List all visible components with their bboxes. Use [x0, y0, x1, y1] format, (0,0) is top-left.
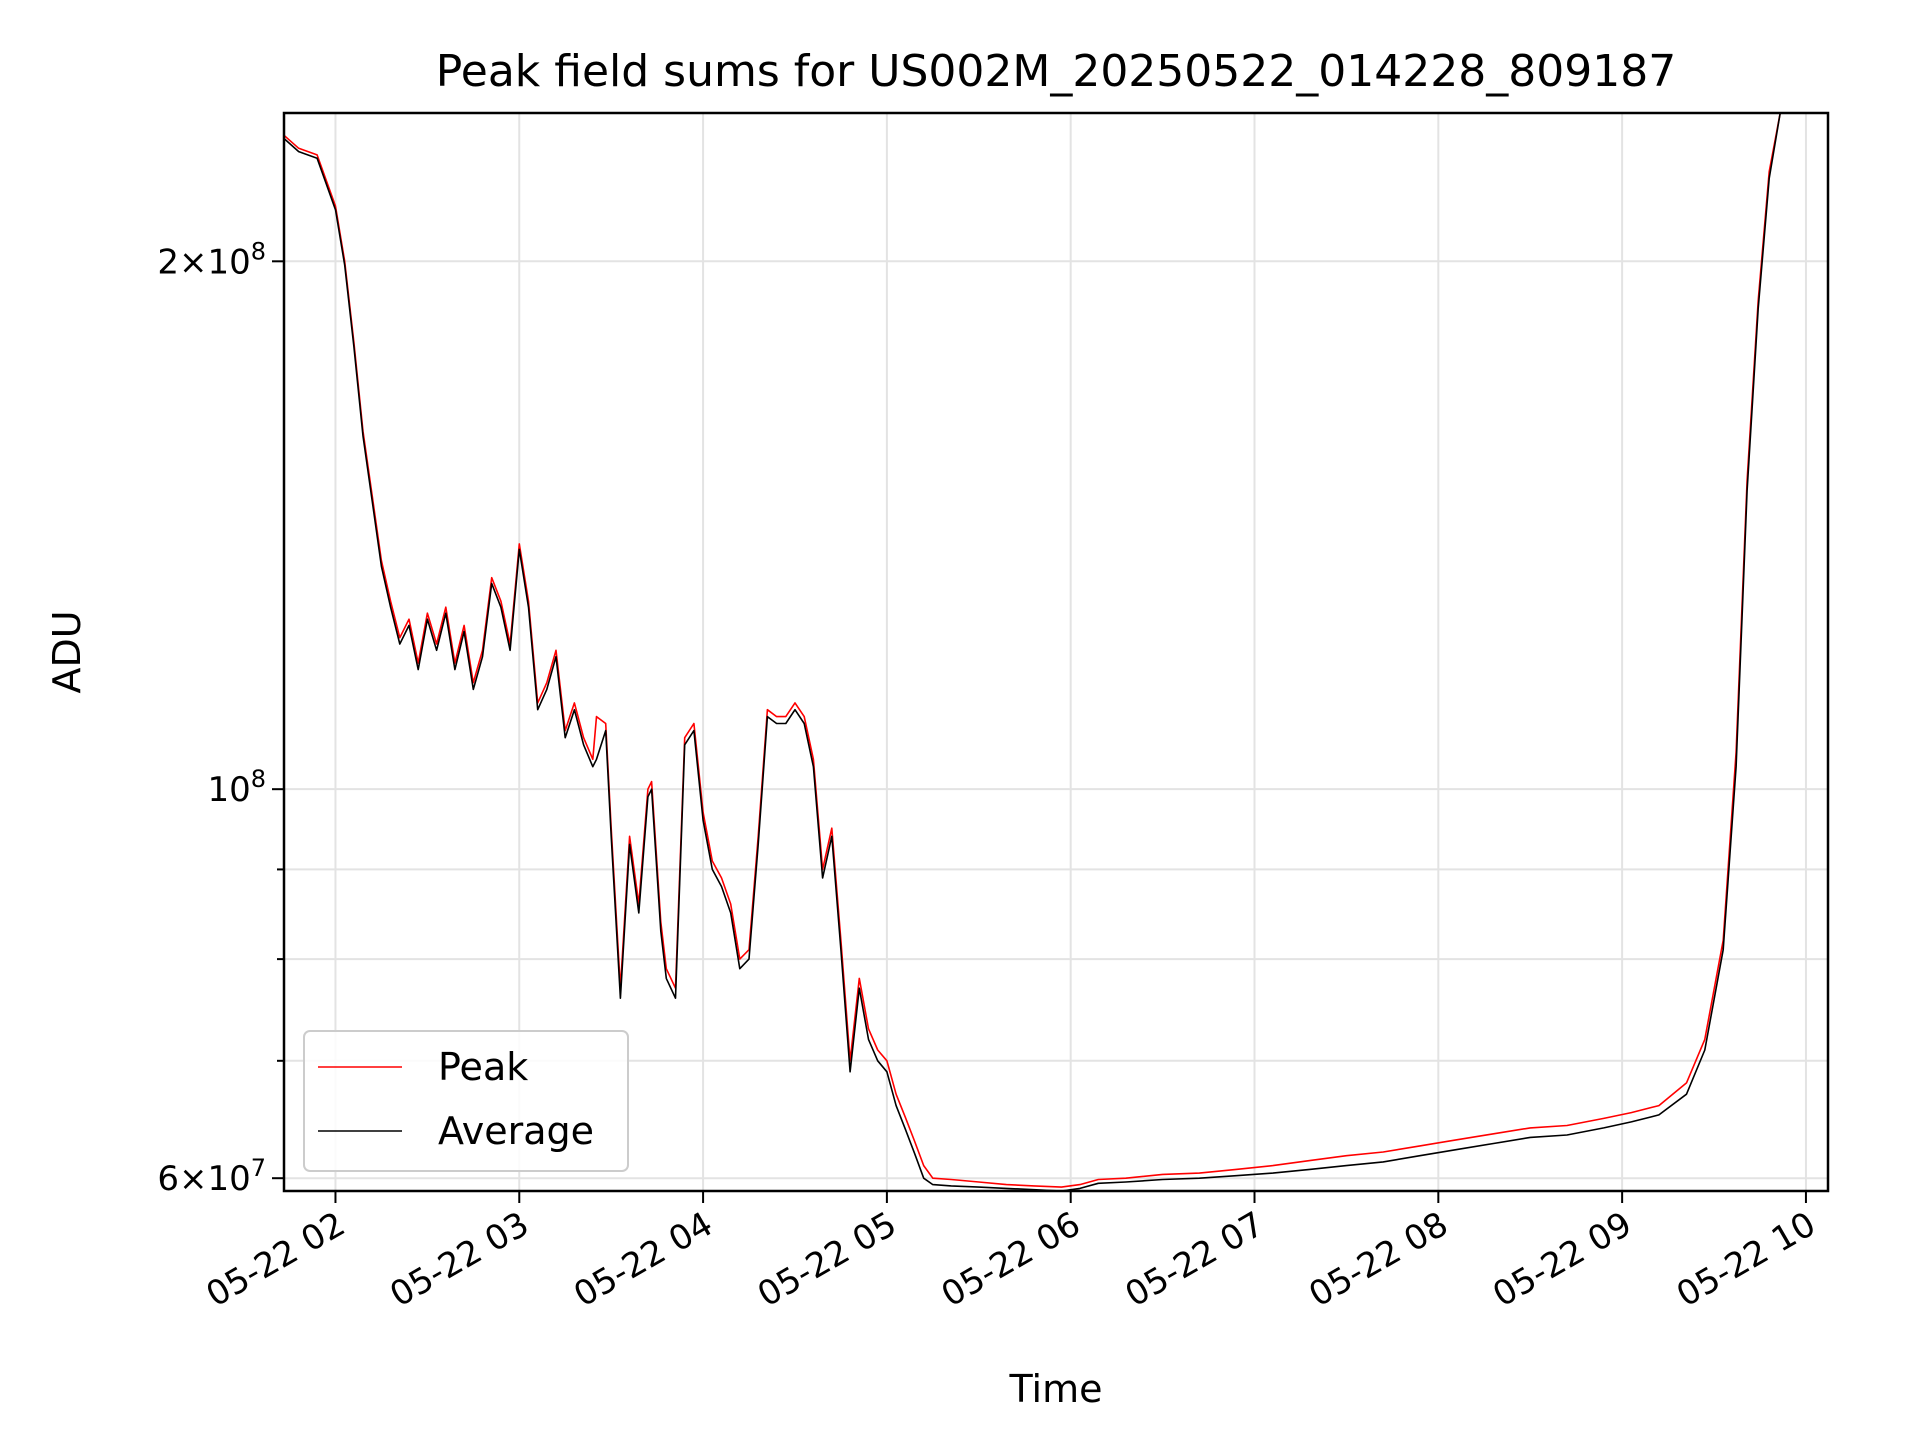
plot-frame: [282, 111, 1830, 1193]
series-layer: [283, 112, 1801, 1192]
y-tick-label: 2×108: [157, 237, 266, 282]
legend-label-average: Average: [438, 1109, 594, 1153]
series-line-average: [283, 112, 1801, 1192]
legend-box: [303, 1030, 629, 1172]
y-tick-label: 6×107: [157, 1154, 266, 1199]
x-axis-label: Time: [1009, 1367, 1103, 1411]
grid: [284, 113, 1828, 1191]
y-tick-label: 108: [207, 765, 266, 810]
legend-label-peak: Peak: [438, 1045, 528, 1089]
y-axis-ticks: 6×107 108 2×108: [157, 237, 284, 1199]
chart-title: Peak field sums for US002M_20250522_0142…: [436, 46, 1676, 97]
legend: Peak Average: [303, 1030, 629, 1172]
y-axis-label: ADU: [45, 610, 89, 693]
